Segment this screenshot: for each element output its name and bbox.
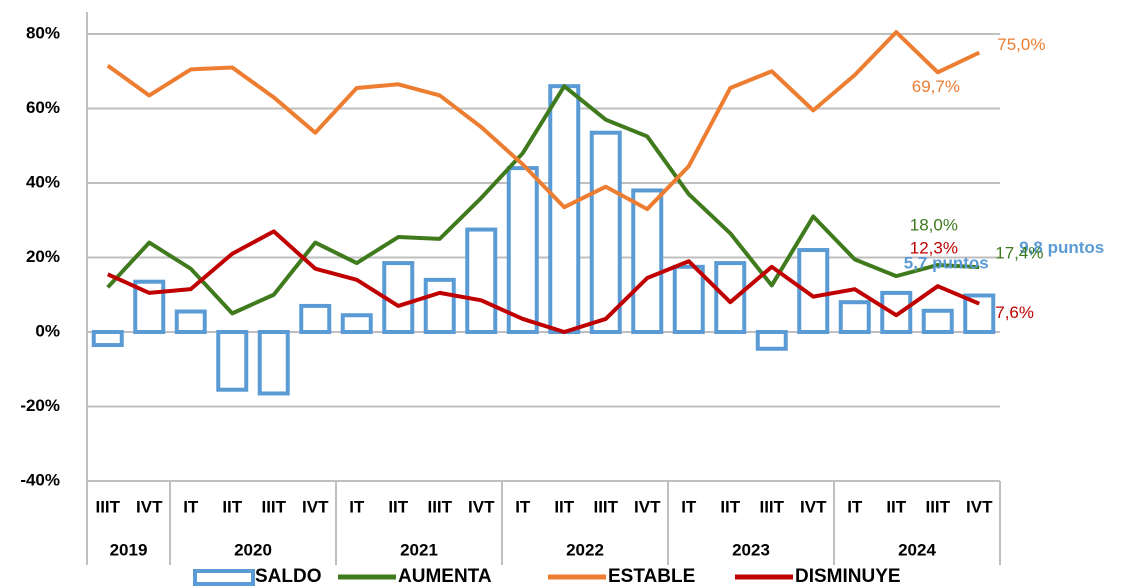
- x-tick-label: IT: [183, 497, 199, 516]
- bar: [423, 277, 456, 335]
- x-group-label: 2024: [898, 540, 936, 559]
- x-group-label: 2021: [400, 540, 438, 559]
- y-tick-label: -40%: [20, 470, 60, 489]
- y-tick-label: 40%: [26, 172, 60, 191]
- x-tick-label: IT: [349, 497, 365, 516]
- y-tick-label: 80%: [26, 23, 60, 42]
- bar: [506, 166, 539, 334]
- value-label: 17,4%: [995, 244, 1043, 263]
- legend-swatch: [193, 569, 255, 586]
- x-tick-label: IVT: [136, 497, 163, 516]
- x-tick-label: IVT: [966, 497, 993, 516]
- x-tick-label: IIT: [554, 497, 574, 516]
- bar: [465, 227, 498, 334]
- legend-label: SALDO: [255, 566, 322, 587]
- x-group-label: 2022: [566, 540, 604, 559]
- bar: [631, 188, 664, 334]
- value-label: 69,7%: [912, 77, 960, 96]
- x-tick-label: IIIT: [593, 497, 618, 516]
- x-tick-label: IIIT: [925, 497, 950, 516]
- x-tick-label: IT: [847, 497, 863, 516]
- x-tick-label: IIT: [720, 497, 740, 516]
- bar: [589, 130, 622, 334]
- y-tick-label: 20%: [26, 247, 60, 266]
- value-label: 7,6%: [995, 303, 1034, 322]
- bar: [838, 300, 871, 335]
- x-tick-label: IVT: [634, 497, 661, 516]
- x-tick-label: IT: [515, 497, 531, 516]
- bar: [91, 330, 124, 348]
- x-tick-label: IVT: [800, 497, 827, 516]
- line-series: [106, 229, 981, 334]
- line-series: [106, 30, 981, 212]
- bar: [672, 264, 705, 334]
- x-group-label: 2023: [732, 540, 770, 559]
- line-series: [106, 84, 980, 316]
- value-label: 12,3%: [910, 239, 958, 258]
- legend-label: ESTABLE: [608, 566, 695, 587]
- x-group-label: 2020: [234, 540, 272, 559]
- y-tick-label: 60%: [26, 98, 60, 117]
- bar: [921, 308, 954, 334]
- bar: [340, 313, 373, 334]
- value-label: 5,7 puntos: [904, 253, 989, 272]
- bar: [880, 290, 913, 335]
- x-tick-label: IIT: [222, 497, 242, 516]
- y-tick-label: -20%: [20, 396, 60, 415]
- bar: [216, 330, 249, 392]
- value-label: 75,0%: [997, 35, 1045, 54]
- value-label: 9,8 puntos: [1019, 238, 1104, 257]
- x-tick-label: IIT: [388, 497, 408, 516]
- bar: [299, 303, 332, 334]
- x-tick-label: IIIT: [95, 497, 120, 516]
- x-tick-label: IVT: [302, 497, 329, 516]
- bar: [174, 309, 207, 335]
- legend-label: DISMINUYE: [795, 566, 901, 587]
- bar: [714, 261, 747, 334]
- bar: [755, 330, 788, 351]
- x-tick-label: IIT: [886, 497, 906, 516]
- legend-label: AUMENTA: [398, 566, 492, 587]
- x-tick-label: IIIT: [427, 497, 452, 516]
- y-tick-label: 0%: [35, 321, 60, 340]
- x-tick-label: IIIT: [759, 497, 784, 516]
- value-label: 18,0%: [910, 215, 958, 234]
- x-group-label: 2019: [110, 540, 148, 559]
- x-tick-label: IVT: [468, 497, 495, 516]
- bar: [257, 330, 290, 396]
- x-tick-label: IT: [681, 497, 697, 516]
- x-tick-label: IIIT: [261, 497, 286, 516]
